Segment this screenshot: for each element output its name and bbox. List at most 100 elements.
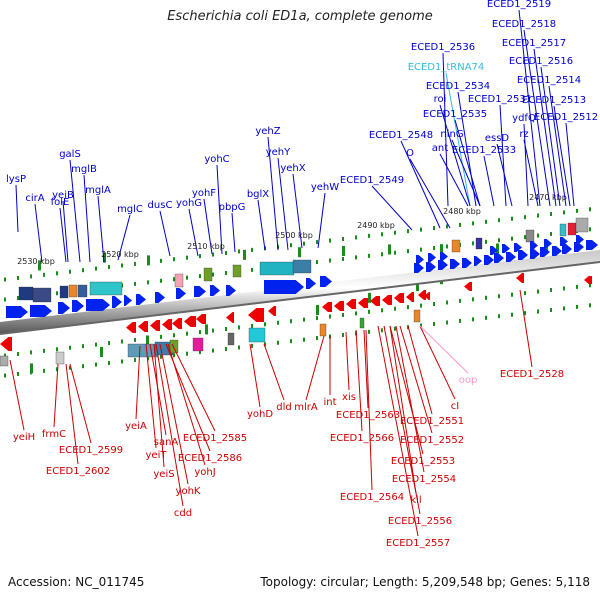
label-leader bbox=[277, 157, 289, 251]
scale-tick bbox=[173, 257, 175, 262]
feature-block bbox=[575, 217, 589, 233]
label-leader bbox=[540, 66, 561, 207]
reverse-gene-arrow bbox=[248, 308, 264, 322]
label-leader bbox=[15, 184, 19, 233]
scale-tick bbox=[212, 252, 214, 257]
scale-tick bbox=[95, 266, 97, 271]
genome-axis bbox=[0, 250, 600, 335]
label-leader bbox=[62, 200, 69, 263]
forward-gene-arrow bbox=[530, 241, 538, 250]
gene-label: ECED1_2513 bbox=[522, 95, 586, 106]
scale-tick bbox=[511, 236, 513, 241]
scale-tick bbox=[56, 271, 58, 276]
gene-label: cI bbox=[451, 401, 459, 412]
scale-tick bbox=[498, 314, 500, 319]
scale-tick bbox=[173, 333, 175, 338]
scale-tick bbox=[17, 275, 19, 280]
scale-tick bbox=[550, 288, 552, 292]
scale-tick bbox=[82, 364, 84, 369]
forward-gene-arrow bbox=[136, 294, 146, 305]
reverse-gene-arrow bbox=[382, 295, 392, 305]
forward-gene-arrow bbox=[124, 295, 132, 306]
forward-gene-arrow bbox=[506, 252, 516, 262]
scale-tick bbox=[108, 265, 110, 270]
scale-tick bbox=[472, 297, 474, 302]
label-leader bbox=[377, 325, 419, 537]
feature-blocks bbox=[0, 217, 589, 367]
scale-tick bbox=[212, 328, 214, 333]
feature-block bbox=[32, 287, 52, 303]
gene-label: ECED1_2514 bbox=[517, 75, 581, 86]
scale-label: 2470 kbp bbox=[529, 193, 567, 202]
gene-label: ECED1_2563 bbox=[336, 410, 400, 421]
scale-tick bbox=[56, 347, 58, 352]
feature-block bbox=[77, 284, 88, 298]
gene-label: ECED1_2517 bbox=[502, 38, 566, 49]
reverse-gene-arrow bbox=[226, 312, 234, 323]
gene-label: galS bbox=[59, 149, 81, 160]
reverse-gene-arrow bbox=[322, 302, 332, 312]
scale-tick bbox=[212, 348, 214, 353]
feature-block bbox=[451, 239, 461, 253]
scale-tick bbox=[446, 224, 448, 229]
scale-tick bbox=[511, 216, 513, 221]
forward-gene-arrow bbox=[462, 258, 472, 268]
scale-tick bbox=[225, 271, 227, 275]
scale-tick bbox=[524, 311, 526, 316]
scale-tick bbox=[316, 316, 318, 321]
scale-tick bbox=[173, 353, 175, 358]
gene-label: ECED1_2557 bbox=[386, 538, 450, 549]
scale-tick bbox=[433, 246, 435, 251]
reverse-gene-arrow bbox=[418, 290, 426, 300]
scale-tick bbox=[17, 351, 19, 356]
forward-gene-arrow bbox=[450, 259, 460, 269]
scale-tick bbox=[134, 337, 136, 342]
scale-tick bbox=[394, 250, 396, 255]
label-leader bbox=[419, 325, 456, 400]
label-leader bbox=[69, 159, 81, 263]
label-leader bbox=[523, 139, 539, 207]
scale-tick bbox=[108, 341, 110, 346]
scale-tick bbox=[225, 327, 227, 331]
scale-tick bbox=[316, 240, 318, 245]
feature-block bbox=[567, 222, 577, 236]
gene-label: yohJ bbox=[194, 467, 215, 478]
scale-tick bbox=[355, 235, 357, 240]
forward-gene-arrow bbox=[30, 305, 52, 317]
forward-gene-arrow bbox=[560, 237, 568, 246]
major-tick bbox=[243, 249, 246, 260]
feature-block bbox=[89, 281, 123, 296]
gene-label: dld bbox=[276, 402, 291, 413]
feature-block bbox=[319, 323, 327, 337]
scale-tick bbox=[251, 247, 253, 252]
gene-label: int bbox=[323, 397, 336, 408]
scale-tick bbox=[576, 304, 578, 309]
scale-tick bbox=[498, 218, 500, 223]
label-leader bbox=[548, 85, 567, 207]
scale-tick bbox=[420, 227, 422, 232]
label-leader bbox=[97, 195, 105, 263]
gene-label: ECED1_2551 bbox=[400, 416, 464, 427]
feature-block bbox=[59, 285, 69, 299]
label-leader bbox=[442, 52, 449, 207]
scale-tick bbox=[472, 241, 474, 246]
forward-gene-arrow bbox=[112, 296, 122, 308]
scale-tick bbox=[524, 215, 526, 220]
scale-tick bbox=[498, 238, 500, 243]
feature-block bbox=[127, 343, 159, 358]
label-leader bbox=[409, 158, 451, 229]
forward-gene-arrow bbox=[576, 235, 584, 244]
scale-tick bbox=[381, 308, 383, 313]
label-leader bbox=[523, 29, 551, 207]
label-leader bbox=[53, 363, 59, 428]
label-leader bbox=[419, 325, 469, 374]
scale-tick bbox=[446, 300, 448, 305]
gene-label: sanA bbox=[154, 437, 179, 448]
feature-block bbox=[169, 339, 179, 354]
forward-gene-arrow bbox=[562, 244, 572, 254]
gene-label: ECED1_2602 bbox=[46, 466, 110, 477]
major-tick bbox=[496, 243, 499, 254]
forward-gene-arrow bbox=[155, 292, 165, 303]
major-tick bbox=[368, 292, 371, 303]
forward-gene-arrow bbox=[264, 280, 304, 294]
